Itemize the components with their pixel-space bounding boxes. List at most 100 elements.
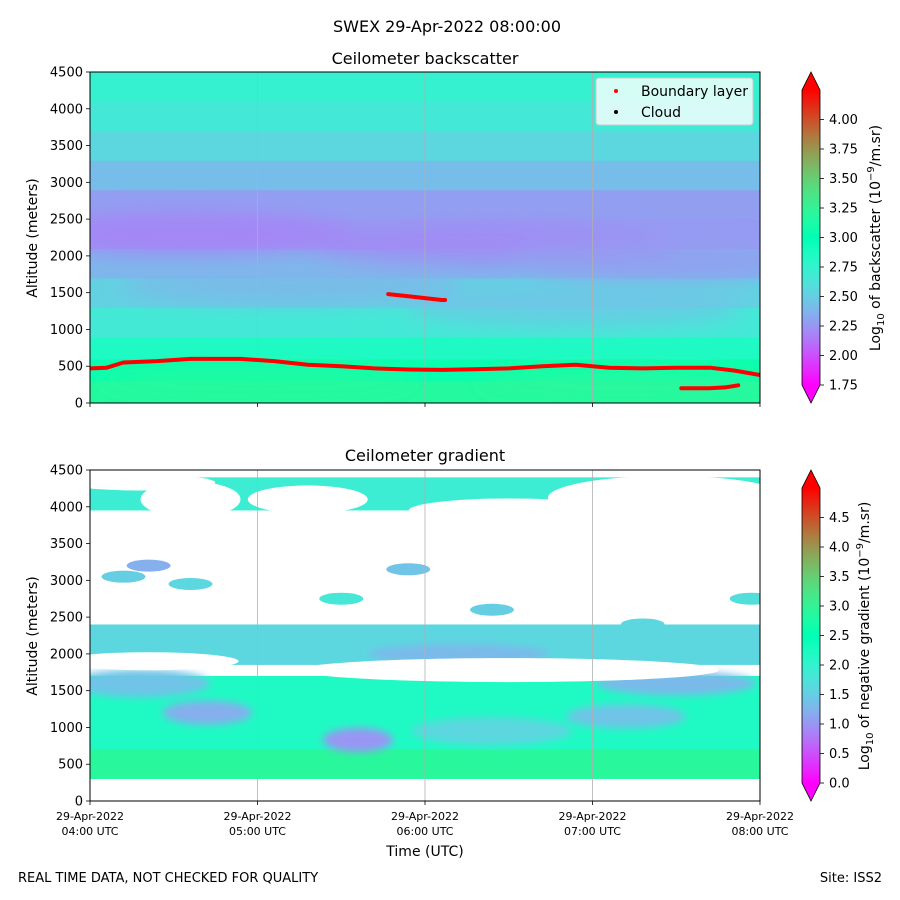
gradient-patch — [729, 592, 760, 605]
gradient-blob — [90, 669, 211, 698]
backscatter-texture — [90, 211, 760, 397]
colorbar-tick-label: 3.5 — [829, 570, 850, 585]
y-tick-label: 1000 — [50, 323, 83, 338]
boundary-layer-series — [90, 292, 760, 391]
y-tick-label: 4000 — [50, 102, 83, 117]
colorbar-tick-label: 3.50 — [829, 172, 858, 187]
legend-cloud-label: Cloud — [641, 105, 681, 121]
y-tick-label: 0 — [75, 397, 83, 412]
x-tick-date: 29-Apr-2022 — [558, 810, 626, 823]
x-axis-label: Time (UTC) — [385, 844, 463, 860]
y-tick-label: 2500 — [50, 213, 83, 228]
gradient-colorbar-label: Log10 of negative gradient (10−9/m.sr) — [855, 502, 876, 771]
gradient-patch — [620, 618, 665, 631]
y-tick-label: 0 — [75, 795, 83, 810]
x-tick-time: 06:00 UTC — [396, 825, 453, 838]
backscatter-gridlines — [257, 72, 593, 403]
colorbar-tick-label: 1.75 — [829, 379, 858, 394]
gradient-gap — [408, 498, 609, 523]
y-tick-label: 1500 — [50, 286, 83, 301]
legend-boundary-layer-label: Boundary layer — [641, 84, 748, 100]
backscatter-colorbar-bar — [802, 90, 820, 385]
y-tick-label: 2000 — [50, 647, 83, 662]
gradient-gap — [247, 485, 368, 514]
quality-disclaimer: REAL TIME DATA, NOT CHECKED FOR QUALITY — [18, 871, 318, 886]
colorbar-tick-label: 2.75 — [829, 261, 858, 276]
colorbar-tick-label: 2.5 — [829, 629, 850, 644]
gradient-colorbar-bottom-arrow — [802, 783, 820, 801]
y-tick-label: 3500 — [50, 537, 83, 552]
backscatter-blob — [476, 368, 760, 397]
y-tick-label: 4500 — [50, 66, 83, 81]
x-tick-time: 04:00 UTC — [61, 825, 118, 838]
gradient-patch — [168, 578, 213, 591]
gradient-colorbar-bar — [802, 488, 820, 783]
x-tick-date: 29-Apr-2022 — [726, 810, 794, 823]
gradient-patch — [386, 563, 431, 576]
colorbar-tick-label: 4.5 — [829, 511, 850, 526]
backscatter-colorbar-bottom-arrow — [802, 385, 820, 403]
y-tick-label: 1000 — [50, 721, 83, 736]
boundary-layer-main — [90, 356, 760, 377]
backscatter-blob — [90, 211, 361, 256]
colorbar-tick-label: 0.5 — [829, 747, 850, 762]
x-tick-date: 29-Apr-2022 — [223, 810, 291, 823]
colorbar-tick-label: 3.75 — [829, 143, 858, 158]
backscatter-colorbar-outline — [801, 71, 821, 404]
gradient-y-ticks: 0 500 1000 1500 2000 2500 3000 3500 4000 4500 — [50, 464, 90, 810]
gradient-gridlines — [257, 470, 593, 801]
gradient-gap — [90, 474, 216, 491]
backscatter-x-ticks — [89, 403, 761, 407]
x-tick-time: 08:00 UTC — [731, 825, 788, 838]
x-tick-time: 05:00 UTC — [229, 825, 286, 838]
backscatter-y-ticks: 0 500 1000 1500 2000 2500 3000 3500 4000 4500 — [50, 66, 90, 412]
gradient-gap — [140, 481, 241, 518]
colorbar-tick-label: 3.00 — [829, 231, 858, 246]
colorbar-tick-label: 2.00 — [829, 349, 858, 364]
backscatter-colorbar-label: Log10 of backscatter (10−9/m.sr) — [866, 125, 887, 351]
gradient-blob — [566, 704, 686, 729]
x-tick-date: 29-Apr-2022 — [56, 810, 124, 823]
y-tick-label: 500 — [58, 360, 83, 375]
y-tick-label: 3000 — [50, 176, 83, 191]
gradient-colorbar-top-arrow — [802, 470, 820, 488]
gradient-patch — [101, 570, 146, 583]
y-tick-label: 4500 — [50, 464, 83, 479]
y-tick-label: 3000 — [50, 574, 83, 589]
gradient-gap — [90, 652, 239, 671]
gradient-title: Ceilometer gradient — [345, 446, 505, 465]
y-tick-label: 3500 — [50, 139, 83, 154]
gradient-colorbar: 0.0 0.5 1.0 1.5 2.0 2.5 3.0 3.5 4.0 4.5 Log10 of … — [801, 469, 876, 802]
backscatter-panel: Ceilometer backscatter 0 500 1000 1500 2000 2… — [25, 49, 887, 412]
backscatter-ylabel: Altitude (meters) — [25, 178, 41, 298]
colorbar-tick-label: 2.0 — [829, 659, 850, 674]
legend-boundary-layer-marker — [614, 89, 618, 93]
colorbar-tick-label: 2.25 — [829, 320, 858, 335]
gradient-patch — [126, 559, 171, 572]
gradient-panel: Ceilometer gradient 0 500 1000 1500 2000 2500… — [25, 446, 876, 860]
gradient-patch — [470, 603, 514, 616]
x-tick-date: 29-Apr-2022 — [391, 810, 459, 823]
boundary-layer-low — [679, 383, 741, 391]
backscatter-blob — [509, 239, 760, 280]
figure-title: SWEX 29-Apr-2022 08:00:00 — [333, 17, 561, 36]
colorbar-tick-label: 3.25 — [829, 202, 858, 217]
gradient-colorbar-ticks: 0.0 0.5 1.0 1.5 2.0 2.5 3.0 3.5 4.0 4.5 — [820, 511, 850, 792]
colorbar-tick-label: 0.0 — [829, 777, 850, 792]
legend: Boundary layer Cloud — [595, 77, 754, 126]
colorbar-tick-label: 4.0 — [829, 541, 850, 556]
backscatter-blob — [405, 289, 746, 326]
y-tick-label: 2500 — [50, 611, 83, 626]
gradient-blob — [323, 727, 393, 752]
gradient-gap — [298, 658, 719, 683]
colorbar-tick-label: 1.0 — [829, 718, 850, 733]
backscatter-colorbar: 1.75 2.00 2.25 2.50 2.75 3.00 3.25 3.50 3.75 4.00… — [801, 71, 887, 404]
backscatter-colorbar-top-arrow — [802, 72, 820, 90]
legend-cloud-marker — [614, 110, 618, 114]
backscatter-blob — [121, 267, 461, 304]
y-tick-label: 4000 — [50, 500, 83, 515]
site-label: Site: ISS2 — [820, 871, 882, 886]
y-tick-label: 500 — [58, 758, 83, 773]
backscatter-colorbar-ticks: 1.75 2.00 2.25 2.50 2.75 3.00 3.25 3.50 3.75 4.00 — [820, 113, 858, 394]
y-tick-label: 1500 — [50, 684, 83, 699]
